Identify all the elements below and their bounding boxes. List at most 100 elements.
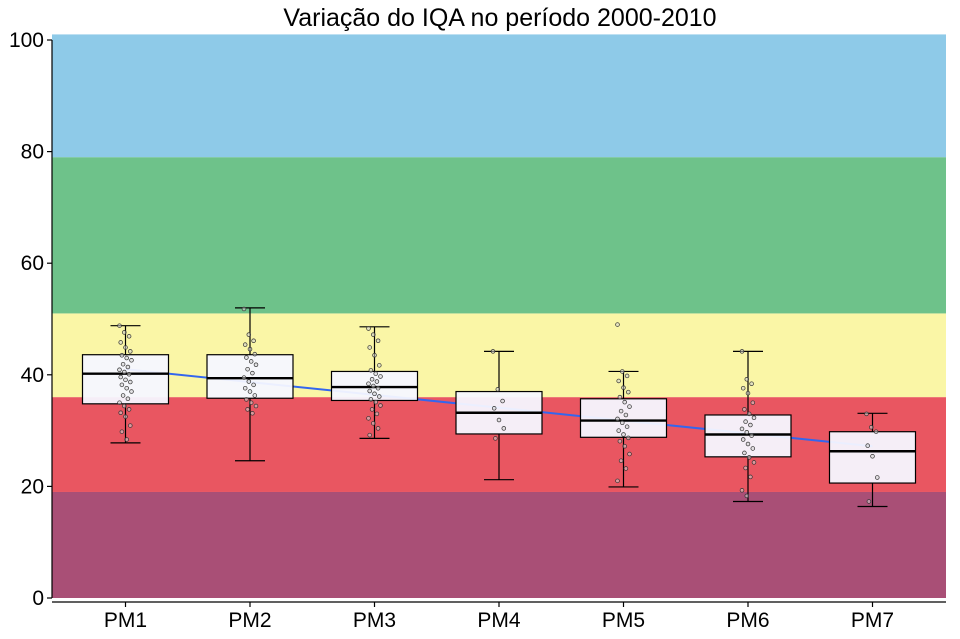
data-point-pm5-12: [615, 416, 620, 422]
y-tick-label-20: 20: [21, 475, 44, 498]
x-tick-label-pm2: PM2: [228, 609, 271, 632]
data-point-pm1-26: [118, 410, 123, 415]
data-point-pm5-20: [627, 451, 632, 457]
data-point-pm2-5: [247, 346, 253, 352]
data-point-pm3-16: [372, 391, 377, 397]
data-point-pm6-19: [746, 455, 752, 460]
data-point-pm4-2: [495, 387, 501, 392]
data-point-pm5-9: [627, 404, 632, 409]
data-point-pm1-6: [128, 349, 133, 354]
data-point-pm6-23: [739, 488, 745, 493]
data-point-pm5-11: [623, 412, 629, 418]
data-point-pm2-9: [253, 362, 259, 368]
data-point-pm3-5: [372, 353, 377, 358]
quality-band-1: [52, 491, 946, 598]
data-point-pm7-6: [875, 475, 880, 480]
data-point-pm5-18: [617, 438, 623, 444]
quality-bands: [52, 34, 946, 598]
data-point-pm1-21: [120, 393, 126, 398]
data-point-pm1-14: [126, 371, 132, 377]
data-point-pm2-3: [251, 338, 256, 344]
data-point-pm1-20: [129, 389, 134, 394]
points-group: [117, 306, 880, 504]
data-point-pm1-22: [125, 396, 131, 402]
data-point-pm2-2: [246, 332, 252, 337]
y-tick-label-80: 80: [21, 141, 44, 164]
data-point-pm7-3: [873, 429, 879, 434]
data-point-pm6-7: [742, 407, 747, 412]
data-point-pm6-10: [743, 419, 748, 424]
data-point-pm3-15: [367, 388, 372, 394]
data-point-pm1-11: [125, 364, 131, 370]
data-point-pm5-10: [618, 408, 624, 414]
data-point-pm2-12: [241, 375, 247, 380]
data-point-pm7-1: [864, 411, 869, 417]
data-point-pm1-24: [122, 403, 127, 409]
data-point-pm6-11: [748, 422, 753, 428]
data-point-pm1-15: [118, 374, 123, 380]
data-point-pm6-2: [744, 377, 750, 382]
chart-title: Variação do IQA no período 2000-2010: [283, 4, 716, 32]
data-point-pm7-7: [866, 499, 872, 504]
data-point-pm6-5: [745, 390, 751, 396]
data-point-pm6-9: [751, 415, 757, 421]
data-point-pm3-1: [366, 326, 371, 331]
data-point-pm5-19: [622, 443, 627, 449]
data-point-pm7-2: [869, 425, 874, 430]
data-point-pm1-13: [122, 369, 127, 375]
data-point-pm2-16: [247, 389, 253, 394]
data-point-pm7-4: [865, 443, 870, 448]
y-tick-label-60: 60: [21, 252, 44, 275]
data-point-pm6-21: [743, 465, 748, 471]
x-tick-label-pm3: PM3: [353, 609, 396, 632]
data-point-pm2-7: [244, 355, 249, 360]
data-point-pm2-14: [251, 382, 256, 388]
y-tick-label-100: 100: [9, 29, 44, 52]
data-point-pm4-5: [496, 417, 502, 423]
data-point-pm1-16: [123, 377, 128, 383]
y-axis: 0 20 40 60 80 100: [9, 29, 53, 610]
data-point-pm4-3: [500, 398, 505, 404]
data-point-pm3-26: [367, 432, 372, 438]
data-point-pm2-19: [248, 400, 254, 405]
data-point-pm2-21: [245, 407, 250, 412]
data-point-pm1-29: [119, 429, 125, 434]
box-body-pm6: [704, 414, 792, 458]
data-point-pm4-4: [491, 406, 497, 411]
data-point-pm1-12: [117, 367, 122, 373]
data-point-pm2-20: [253, 403, 259, 409]
data-point-pm6-22: [748, 474, 753, 480]
data-point-pm6-17: [750, 446, 756, 451]
box-pm4: [455, 350, 543, 481]
data-point-pm5-15: [616, 428, 621, 433]
data-point-pm2-1: [241, 306, 247, 312]
data-point-pm6-14: [749, 433, 754, 438]
data-point-pm3-23: [366, 416, 371, 421]
data-point-pm4-7: [493, 436, 498, 441]
data-point-pm5-22: [623, 466, 629, 471]
data-point-pm5-23: [615, 478, 620, 484]
data-point-pm5-3: [624, 373, 630, 379]
data-point-pm5-5: [621, 385, 626, 390]
y-tick-label-40: 40: [21, 364, 44, 387]
x-tick-label-pm4: PM4: [477, 609, 521, 632]
data-point-pm2-4: [242, 342, 248, 347]
data-point-pm1-23: [117, 400, 122, 405]
data-point-pm1-18: [119, 382, 125, 388]
data-point-pm3-18: [368, 397, 374, 402]
data-point-pm3-8: [373, 371, 378, 376]
data-point-pm3-22: [374, 411, 380, 417]
quality-band-5: [52, 34, 946, 158]
data-point-pm1-4: [118, 340, 123, 345]
data-point-pm3-12: [366, 381, 371, 386]
data-point-pm5-6: [626, 389, 631, 395]
data-point-pm5-7: [617, 394, 623, 400]
data-point-pm3-10: [369, 377, 375, 382]
data-point-pm3-7: [368, 368, 374, 373]
data-point-pm3-2: [371, 332, 376, 337]
data-point-pm1-7: [119, 353, 125, 358]
x-tick-label-pm6: PM6: [726, 609, 769, 632]
data-point-pm6-1: [739, 349, 745, 354]
data-point-pm3-13: [371, 383, 376, 389]
data-point-pm1-19: [124, 385, 129, 391]
